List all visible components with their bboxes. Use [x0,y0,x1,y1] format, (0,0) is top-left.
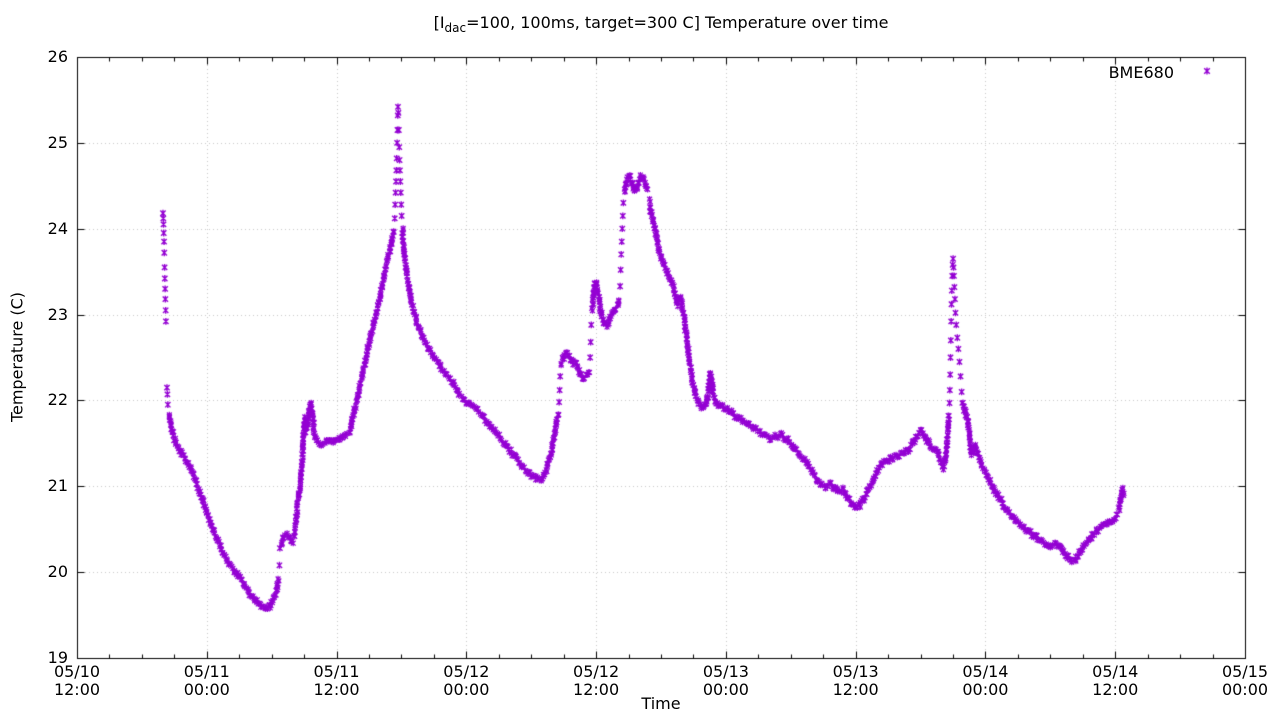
y-tick-label: 19 [47,648,68,667]
x-tick-label: 05/14 12:00 [1092,662,1139,699]
y-tick-label: 20 [47,562,68,582]
x-tick-label: 05/12 00:00 [443,662,490,699]
y-tick-label: 26 [47,47,68,66]
y-tick-label: 23 [47,304,68,324]
x-tick-label: 05/15 00:00 [1221,662,1269,699]
y-tick-label: 22 [47,390,68,410]
legend-label: BME680 [1108,63,1174,82]
x-tick-label: 05/12 12:00 [573,662,620,699]
y-tick-label: 25 [47,132,68,152]
chart-title: [Idac=100, 100ms, target=300 C] Temperat… [77,13,1245,35]
x-tick-label: 05/13 00:00 [702,662,749,699]
x-tick-label: 05/11 00:00 [183,662,230,699]
x-tick-label: 05/11 12:00 [313,662,360,699]
chart-title-post: =100, 100ms, target=300 C] Temperature o… [466,13,889,32]
x-tick-label: 05/10 12:00 [53,662,101,699]
y-tick-label: 24 [47,218,68,238]
x-axis-label: Time [641,694,681,713]
x-tick-label: 05/14 00:00 [962,662,1009,699]
chart-title-subscript: dac [444,21,467,36]
y-tick-label: 21 [47,476,68,496]
x-tick-label: 05/13 12:00 [832,662,879,699]
chart-title-pre: [I [433,13,445,32]
